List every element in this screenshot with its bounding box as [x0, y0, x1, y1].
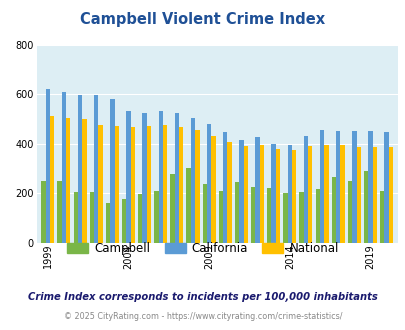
- Bar: [45, 89, 50, 243]
- Bar: [90, 192, 94, 243]
- Bar: [227, 142, 231, 243]
- Bar: [234, 182, 239, 243]
- Bar: [324, 145, 328, 243]
- Bar: [41, 181, 45, 243]
- Bar: [356, 147, 360, 243]
- Bar: [266, 188, 271, 243]
- Bar: [114, 126, 119, 243]
- Text: © 2025 CityRating.com - https://www.cityrating.com/crime-statistics/: © 2025 CityRating.com - https://www.city…: [64, 312, 341, 321]
- Bar: [190, 117, 195, 243]
- Bar: [211, 136, 215, 243]
- Bar: [303, 136, 307, 243]
- Bar: [255, 137, 259, 243]
- Bar: [384, 132, 388, 243]
- Bar: [307, 146, 312, 243]
- Bar: [379, 190, 384, 243]
- Bar: [122, 199, 126, 243]
- Bar: [57, 181, 62, 243]
- Bar: [126, 112, 130, 243]
- Legend: Campbell, California, National: Campbell, California, National: [62, 237, 343, 260]
- Bar: [239, 140, 243, 243]
- Bar: [275, 148, 279, 243]
- Bar: [130, 127, 135, 243]
- Bar: [339, 145, 344, 243]
- Bar: [250, 187, 255, 243]
- Bar: [372, 147, 376, 243]
- Bar: [186, 168, 190, 243]
- Bar: [287, 145, 291, 243]
- Bar: [259, 145, 263, 243]
- Bar: [62, 91, 66, 243]
- Bar: [78, 95, 82, 243]
- Bar: [202, 184, 207, 243]
- Bar: [195, 130, 199, 243]
- Bar: [179, 127, 183, 243]
- Bar: [154, 190, 158, 243]
- Bar: [98, 125, 102, 243]
- Bar: [50, 116, 54, 243]
- Bar: [315, 189, 319, 243]
- Bar: [73, 192, 78, 243]
- Bar: [82, 119, 86, 243]
- Bar: [283, 193, 287, 243]
- Bar: [170, 175, 174, 243]
- Bar: [319, 130, 324, 243]
- Bar: [243, 146, 247, 243]
- Bar: [147, 126, 151, 243]
- Bar: [110, 99, 114, 243]
- Bar: [207, 124, 211, 243]
- Bar: [367, 131, 372, 243]
- Bar: [106, 203, 110, 243]
- Bar: [94, 95, 98, 243]
- Bar: [174, 113, 179, 243]
- Bar: [218, 190, 223, 243]
- Bar: [331, 177, 335, 243]
- Bar: [351, 131, 356, 243]
- Bar: [291, 150, 296, 243]
- Bar: [223, 132, 227, 243]
- Bar: [142, 113, 147, 243]
- Bar: [363, 171, 367, 243]
- Bar: [388, 147, 392, 243]
- Bar: [335, 131, 339, 243]
- Bar: [66, 117, 70, 243]
- Text: Campbell Violent Crime Index: Campbell Violent Crime Index: [80, 12, 325, 26]
- Bar: [158, 112, 162, 243]
- Bar: [138, 194, 142, 243]
- Bar: [162, 125, 167, 243]
- Text: Crime Index corresponds to incidents per 100,000 inhabitants: Crime Index corresponds to incidents per…: [28, 292, 377, 302]
- Bar: [298, 192, 303, 243]
- Bar: [271, 144, 275, 243]
- Bar: [347, 181, 351, 243]
